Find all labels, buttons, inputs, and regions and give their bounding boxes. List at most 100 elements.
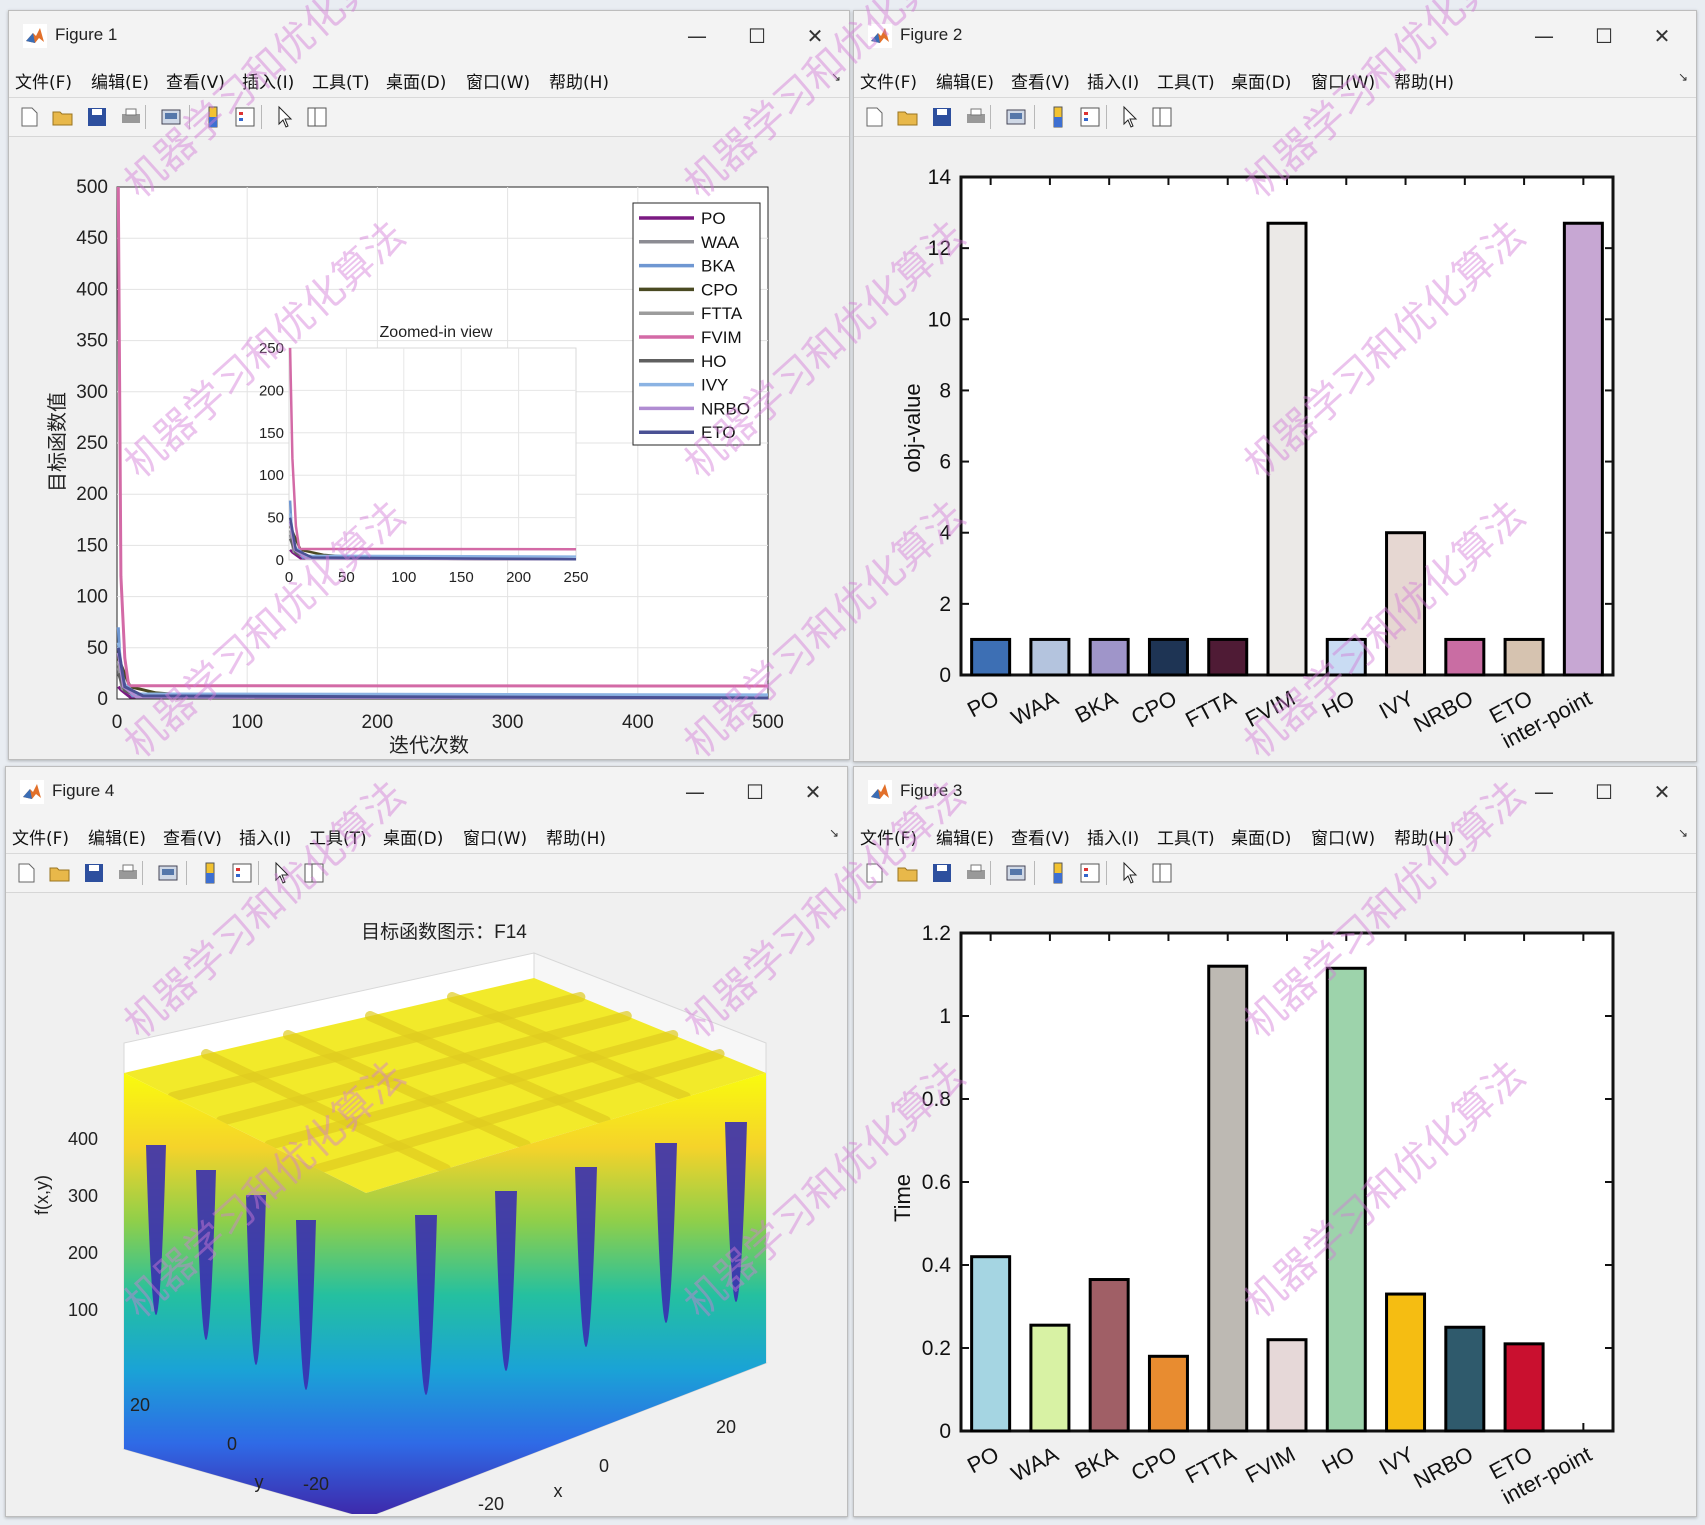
new-file-icon[interactable] xyxy=(862,861,886,885)
menu-edit[interactable]: 编辑(E) xyxy=(936,829,995,849)
menu-window[interactable]: 窗口(W) xyxy=(463,829,528,849)
menu-insert[interactable]: 插入(I) xyxy=(1087,829,1140,849)
menu-help[interactable]: 帮助(H) xyxy=(1394,829,1455,849)
menu-view[interactable]: 查看(V) xyxy=(163,829,222,849)
maximize-button[interactable]: ☐ xyxy=(1595,780,1613,804)
toolbar-expand-icon[interactable]: ↘ xyxy=(1677,826,1688,840)
maximize-button[interactable]: ☐ xyxy=(748,24,766,48)
menu-window[interactable]: 窗口(W) xyxy=(466,73,531,93)
menu-window[interactable]: 窗口(W) xyxy=(1311,829,1376,849)
title-bar[interactable]: Figure 2 — ☐ ✕ xyxy=(854,11,1696,61)
menu-desktop[interactable]: 桌面(D) xyxy=(386,73,447,93)
save-icon[interactable] xyxy=(85,105,109,129)
legend-icon[interactable] xyxy=(1078,861,1102,885)
save-icon[interactable] xyxy=(930,861,954,885)
new-file-icon[interactable] xyxy=(14,861,38,885)
pointer-icon[interactable] xyxy=(270,861,294,885)
title-bar[interactable]: Figure 3 — ☐ ✕ xyxy=(854,767,1696,817)
close-button[interactable]: ✕ xyxy=(806,24,824,48)
minimize-button[interactable]: — xyxy=(687,24,707,48)
menu-file[interactable]: 文件(F) xyxy=(860,73,918,93)
inset-y-tick-label: 150 xyxy=(259,425,284,442)
menu-view[interactable]: 查看(V) xyxy=(1011,73,1070,93)
toolbar-separator xyxy=(1034,105,1035,129)
close-button[interactable]: ✕ xyxy=(1653,780,1671,804)
inset-series-line-fvim xyxy=(288,347,577,551)
legend-icon[interactable] xyxy=(230,861,254,885)
menu-window[interactable]: 窗口(W) xyxy=(1311,73,1376,93)
menu-tools[interactable]: 工具(T) xyxy=(309,829,367,849)
minimize-button[interactable]: — xyxy=(685,780,705,804)
minimize-button[interactable]: — xyxy=(1534,24,1554,48)
maximize-button[interactable]: ☐ xyxy=(746,780,764,804)
menu-edit[interactable]: 编辑(E) xyxy=(936,73,995,93)
property-editor-icon[interactable] xyxy=(1150,105,1174,129)
menu-help[interactable]: 帮助(H) xyxy=(1394,73,1455,93)
colorbar-icon[interactable] xyxy=(1046,861,1070,885)
menu-help[interactable]: 帮助(H) xyxy=(546,829,607,849)
title-bar[interactable]: Figure 4 — ☐ ✕ xyxy=(6,767,847,817)
menu-help[interactable]: 帮助(H) xyxy=(549,73,610,93)
open-folder-icon[interactable] xyxy=(48,861,72,885)
save-icon[interactable] xyxy=(930,105,954,129)
property-editor-icon[interactable] xyxy=(1150,861,1174,885)
new-file-icon[interactable] xyxy=(862,105,886,129)
toolbar-expand-icon[interactable]: ↘ xyxy=(830,70,841,84)
toolbar-expand-icon[interactable]: ↘ xyxy=(828,826,839,840)
minimize-button[interactable]: — xyxy=(1534,780,1554,804)
print-preview-icon[interactable] xyxy=(156,861,180,885)
print-preview-icon[interactable] xyxy=(1004,105,1028,129)
menu-insert[interactable]: 插入(I) xyxy=(1087,73,1140,93)
menu-tools[interactable]: 工具(T) xyxy=(1157,73,1215,93)
menu-view[interactable]: 查看(V) xyxy=(166,73,225,93)
x-tick-label: 500 xyxy=(752,712,784,733)
legend-icon[interactable] xyxy=(1078,105,1102,129)
menu-edit[interactable]: 编辑(E) xyxy=(91,73,150,93)
menu-file[interactable]: 文件(F) xyxy=(860,829,918,849)
x-tick-label: -20 xyxy=(478,1494,504,1514)
menu-desktop[interactable]: 桌面(D) xyxy=(1231,829,1292,849)
menu-tools[interactable]: 工具(T) xyxy=(1157,829,1215,849)
y-tick-label: 0 xyxy=(939,1420,951,1443)
legend-icon[interactable] xyxy=(233,105,257,129)
bar-bka xyxy=(1088,637,1130,677)
open-folder-icon[interactable] xyxy=(896,861,920,885)
pointer-icon[interactable] xyxy=(1118,105,1142,129)
menu-view[interactable]: 查看(V) xyxy=(1011,829,1070,849)
menu-file[interactable]: 文件(F) xyxy=(15,73,73,93)
menu-desktop[interactable]: 桌面(D) xyxy=(383,829,444,849)
open-folder-icon[interactable] xyxy=(51,105,75,129)
save-icon[interactable] xyxy=(82,861,106,885)
pointer-icon[interactable] xyxy=(273,105,297,129)
property-editor-icon[interactable] xyxy=(305,105,329,129)
pointer-icon[interactable] xyxy=(1118,861,1142,885)
figure-toolbar xyxy=(854,854,1696,893)
menu-tools[interactable]: 工具(T) xyxy=(312,73,370,93)
maximize-button[interactable]: ☐ xyxy=(1595,24,1613,48)
title-bar[interactable]: Figure 1 — ☐ ✕ xyxy=(9,11,849,61)
x-tick-label-nrbo: NRBO xyxy=(1409,685,1477,737)
print-icon[interactable] xyxy=(964,105,988,129)
menu-insert[interactable]: 插入(I) xyxy=(242,73,295,93)
close-button[interactable]: ✕ xyxy=(1653,24,1671,48)
toolbar-expand-icon[interactable]: ↘ xyxy=(1677,70,1688,84)
colorbar-icon[interactable] xyxy=(201,105,225,129)
colorbar-icon[interactable] xyxy=(198,861,222,885)
menu-insert[interactable]: 插入(I) xyxy=(239,829,292,849)
property-editor-icon[interactable] xyxy=(302,861,326,885)
print-icon[interactable] xyxy=(116,861,140,885)
new-file-icon[interactable] xyxy=(17,105,41,129)
print-preview-icon[interactable] xyxy=(1004,861,1028,885)
print-icon[interactable] xyxy=(119,105,143,129)
x-tick-label-nrbo: NRBO xyxy=(1409,1441,1477,1493)
open-folder-icon[interactable] xyxy=(896,105,920,129)
menu-file[interactable]: 文件(F) xyxy=(12,829,70,849)
menu-desktop[interactable]: 桌面(D) xyxy=(1231,73,1292,93)
y-tick-label: 0.8 xyxy=(922,1088,951,1111)
colorbar-icon[interactable] xyxy=(1046,105,1070,129)
menu-edit[interactable]: 编辑(E) xyxy=(88,829,147,849)
print-preview-icon[interactable] xyxy=(159,105,183,129)
figure-toolbar xyxy=(9,98,849,137)
close-button[interactable]: ✕ xyxy=(804,780,822,804)
print-icon[interactable] xyxy=(964,861,988,885)
